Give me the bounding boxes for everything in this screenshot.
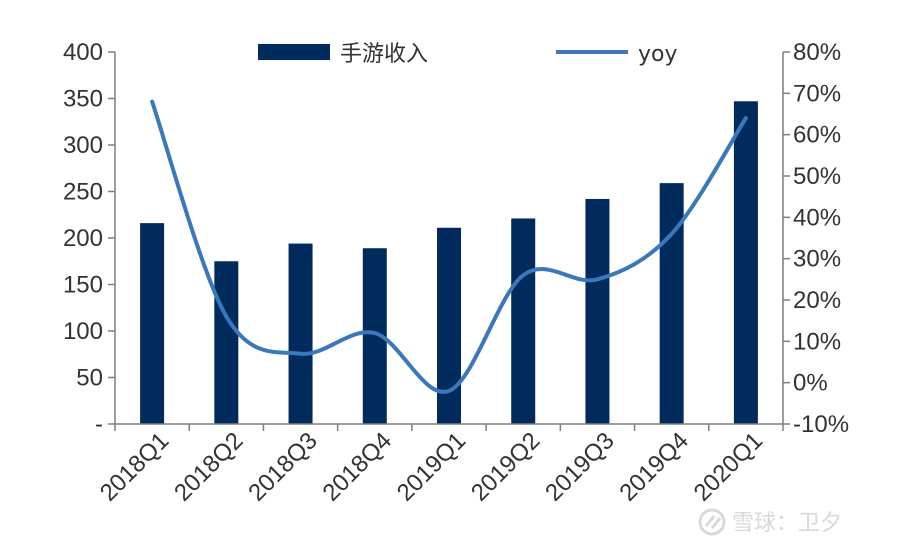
legend: 手游收入 yoy — [258, 42, 678, 67]
right-tick-label: 70% — [793, 80, 841, 107]
right-tick-label: 10% — [793, 328, 841, 355]
yoy-line — [150, 99, 748, 394]
bar-2019Q2 — [511, 218, 536, 424]
legend-label-line: yoy — [638, 42, 678, 67]
bar-2020Q1 — [733, 101, 758, 424]
right-tick-label: 40% — [793, 204, 841, 231]
left-tick-label: 50 — [76, 365, 103, 392]
legend-swatch-bar — [258, 44, 330, 60]
right-tick-label: 50% — [793, 163, 841, 190]
snowball-logo-icon — [698, 508, 726, 536]
x-tick-label: 2020Q1 — [689, 427, 768, 506]
left-tick-label: 400 — [63, 39, 103, 66]
watermark: 雪球：卫夕 — [698, 508, 842, 536]
left-tick-label: 100 — [63, 318, 103, 345]
bar-2018Q2 — [214, 261, 239, 424]
right-tick-label: 0% — [793, 370, 828, 397]
right-tick-label: 20% — [793, 287, 841, 314]
left-tick-label: 200 — [63, 225, 103, 252]
bar-2019Q4 — [659, 183, 684, 424]
right-tick-label: 80% — [793, 39, 841, 66]
right-tick-label: 60% — [793, 122, 841, 149]
bar-2019Q3 — [585, 198, 610, 424]
left-tick-label: 150 — [63, 272, 103, 299]
left-tick-label: - — [95, 411, 103, 438]
x-tick-label: 2018Q2 — [169, 427, 248, 506]
bar-2019Q1 — [437, 227, 461, 424]
x-tick-label: 2018Q3 — [243, 427, 322, 506]
x-tick-label: 2018Q1 — [95, 427, 174, 506]
bar-2018Q3 — [288, 243, 313, 424]
left-tick-label: 250 — [63, 179, 103, 206]
watermark-text: 雪球：卫夕 — [732, 511, 842, 536]
x-tick-label: 2019Q1 — [392, 427, 471, 506]
left-tick-label: 350 — [63, 86, 103, 113]
right-tick-label: -10% — [793, 411, 849, 438]
x-tick-label: 2019Q3 — [540, 427, 619, 506]
bar-series — [140, 101, 758, 424]
x-tick-label: 2018Q4 — [318, 427, 397, 506]
legend-label-bar: 手游收入 — [340, 42, 428, 67]
x-tick-label: 2019Q2 — [466, 427, 545, 506]
bar-2018Q1 — [140, 223, 165, 424]
right-tick-label: 30% — [793, 246, 841, 273]
left-tick-label: 300 — [63, 132, 103, 159]
x-tick-label: 2019Q4 — [614, 427, 693, 506]
